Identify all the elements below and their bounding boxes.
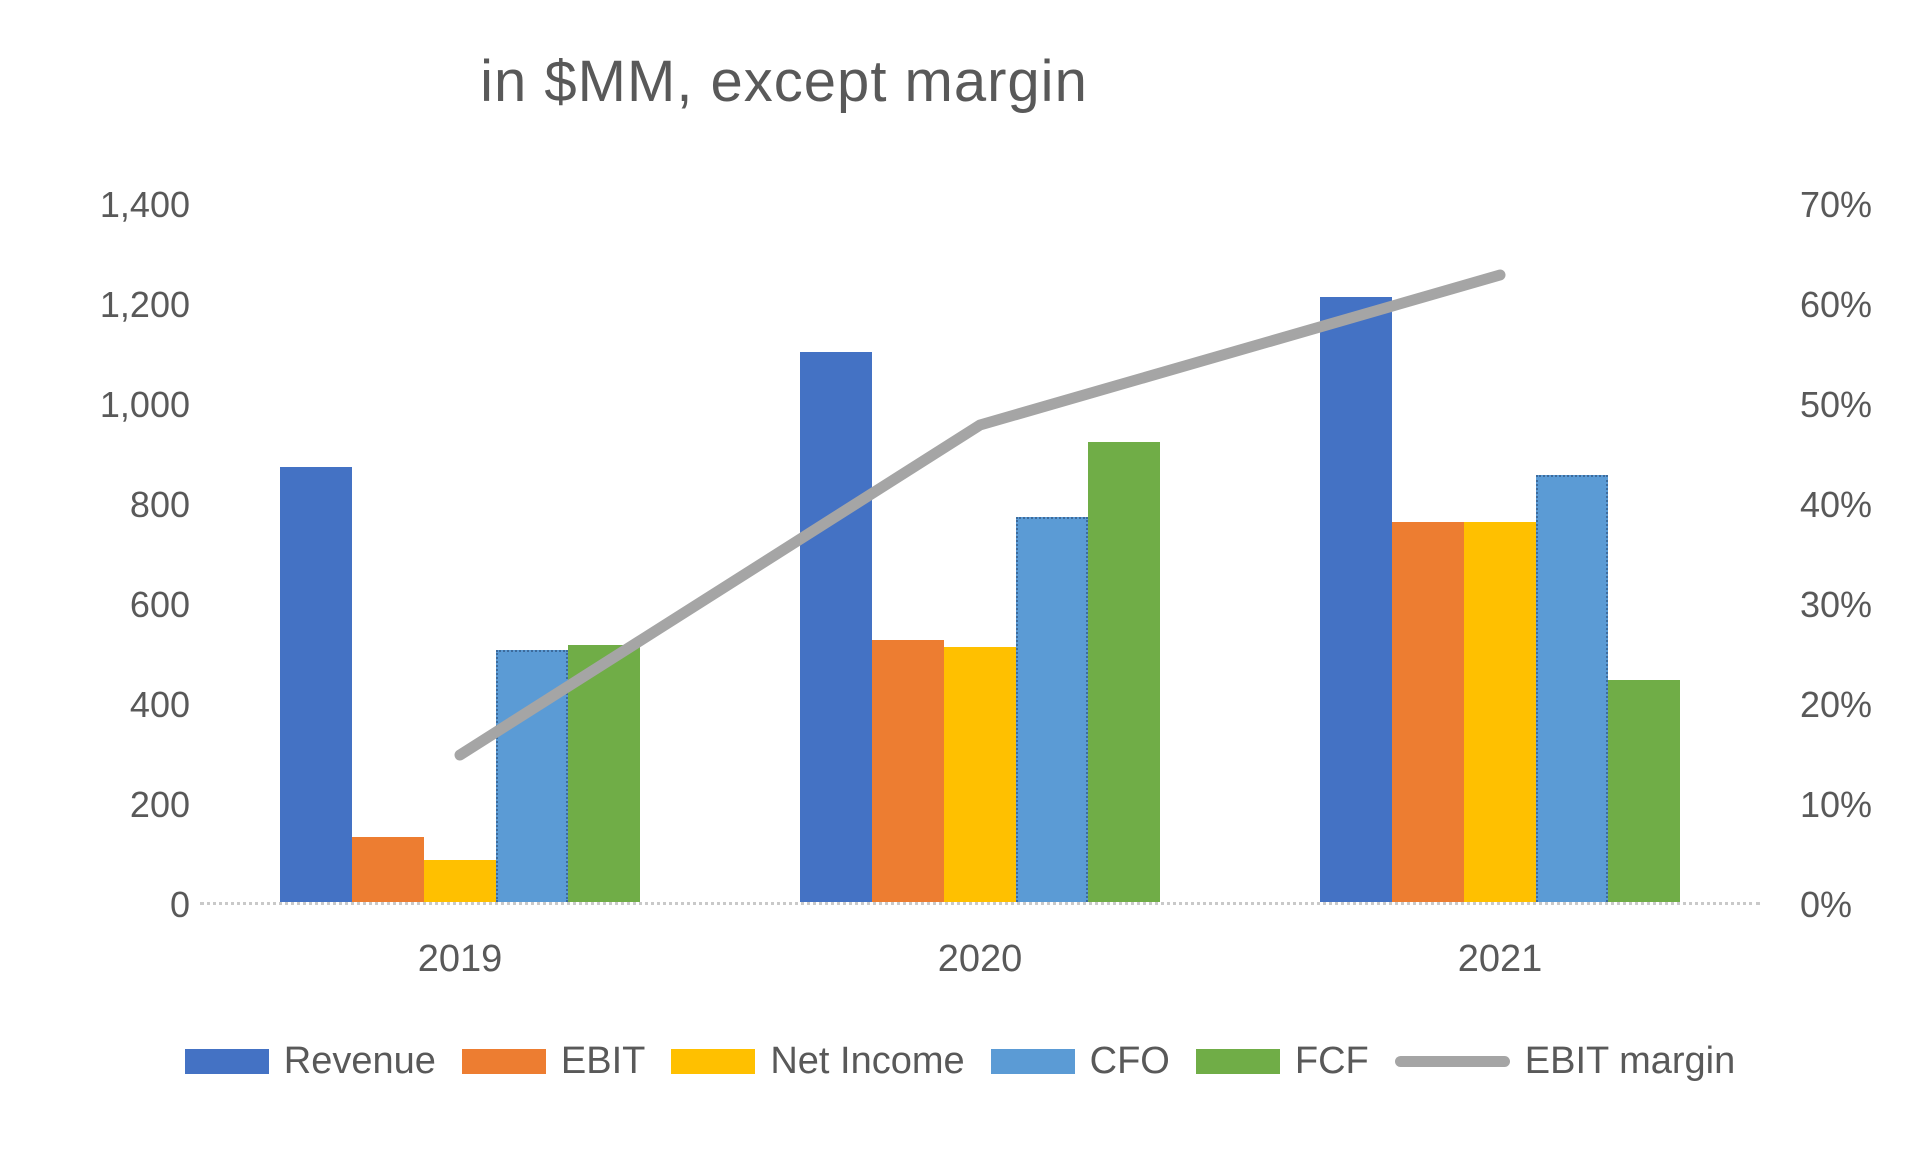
y-axis-right-tick: 60% [1800,284,1873,325]
y-axis-left-tick: 200 [129,784,190,825]
y-axis-right-tick: 40% [1800,484,1873,525]
legend-item-ebit: EBIT [461,1040,646,1083]
y-axis-right-tick: 10% [1800,784,1873,825]
y-axis-right-tick: 30% [1800,584,1873,625]
bar-ebit-2020 [872,639,944,902]
legend-swatch-ebit [461,1049,546,1074]
y-axis-left-tick: 1,400 [99,184,190,225]
legend-swatch-cfo [990,1049,1075,1074]
bar-cfo-2021 [1536,474,1608,902]
bar-revenue-2021 [1320,297,1392,902]
legend-item-fcf: FCF [1195,1040,1369,1083]
bar-ebit-2019 [352,837,424,902]
y-axis-right-tick: 50% [1800,384,1873,425]
legend-label: Revenue [283,1040,436,1082]
legend-item-ebit-margin: EBIT margin [1394,1040,1736,1083]
legend: Revenue EBIT Net Income CFO FCF EBIT margin [0,1040,1920,1083]
x-axis-label-2021: 2021 [1457,938,1543,980]
bar-fcf-2020 [1088,442,1160,902]
y-axis-left-tick: 0 [169,884,190,925]
legend-label: Net Income [770,1040,965,1082]
legend-label: CFO [1089,1040,1170,1082]
legend-label: FCF [1294,1040,1369,1082]
bar-revenue-2019 [280,467,352,902]
y-axis-left-tick: 800 [129,484,190,525]
y-axis-left-tick: 400 [129,684,190,725]
legend-swatch-fcf [1195,1049,1280,1074]
plot-area [200,205,1760,905]
bar-net-income-2020 [944,647,1016,902]
y-axis-left-tick: 600 [129,584,190,625]
legend-item-revenue: Revenue [184,1040,436,1083]
legend-label: EBIT [560,1040,646,1082]
bar-fcf-2019 [568,644,640,902]
bar-cfo-2020 [1016,517,1088,902]
x-axis-label-2019: 2019 [417,938,503,980]
y-axis-right-tick: 70% [1800,184,1873,225]
y-axis-right-tick: 20% [1800,684,1873,725]
bar-fcf-2021 [1608,679,1680,902]
bar-net-income-2019 [424,859,496,902]
legend-label: EBIT margin [1524,1040,1736,1082]
y-axis-left-tick: 1,000 [99,384,190,425]
bar-ebit-2021 [1392,522,1464,902]
bar-revenue-2020 [800,352,872,902]
legend-item-net-income: Net Income [671,1040,965,1083]
legend-swatch-revenue [184,1049,269,1074]
y-axis-left-tick: 1,200 [99,284,190,325]
x-axis-label-2020: 2020 [937,938,1023,980]
legend-swatch-net-income [671,1049,756,1074]
bar-cfo-2019 [496,649,568,902]
legend-item-cfo: CFO [990,1040,1170,1083]
legend-swatch-ebit-margin [1394,1056,1510,1067]
bar-net-income-2021 [1464,522,1536,902]
y-axis-right-tick: 0% [1800,884,1853,925]
chart-title: in $MM, except margin [480,49,1088,114]
